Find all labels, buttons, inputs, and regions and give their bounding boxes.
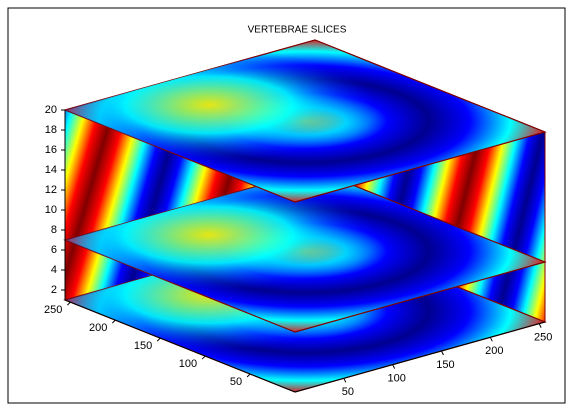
chart-title: VERTEBRAE SLICES — [248, 25, 347, 36]
z-tick-label: 4 — [51, 264, 57, 276]
chart: VERTEBRAE SLICES 50 100 150 200 250 50 100 150 2… — [0, 0, 574, 412]
page: VERTEBRAE SLICES 50 100 150 200 250 50 100 150 2… — [0, 0, 574, 417]
z-tick-label: 10 — [45, 204, 57, 216]
x-tick-label: 50 — [342, 386, 354, 398]
y-tick-label: 50 — [230, 376, 242, 388]
y-tick-label: 150 — [134, 340, 152, 352]
z-tick-label: 18 — [45, 124, 57, 136]
z-tick-label: 12 — [45, 184, 57, 196]
z-tick-label: 14 — [45, 164, 57, 176]
x-tick-label: 200 — [485, 345, 503, 357]
z-tick-label: 16 — [45, 144, 57, 156]
z-tick-label: 20 — [45, 104, 57, 116]
x-tick-label: 100 — [387, 373, 405, 385]
y-tick-label: 250 — [44, 304, 62, 316]
z-tick-label: 2 — [51, 284, 57, 296]
x-tick-label: 250 — [534, 332, 552, 344]
z-tick-label: 6 — [51, 244, 57, 256]
y-tick-label: 200 — [89, 322, 107, 334]
x-tick-label: 150 — [436, 359, 454, 371]
z-tick-label: 8 — [51, 224, 57, 236]
y-tick-label: 100 — [179, 358, 197, 370]
